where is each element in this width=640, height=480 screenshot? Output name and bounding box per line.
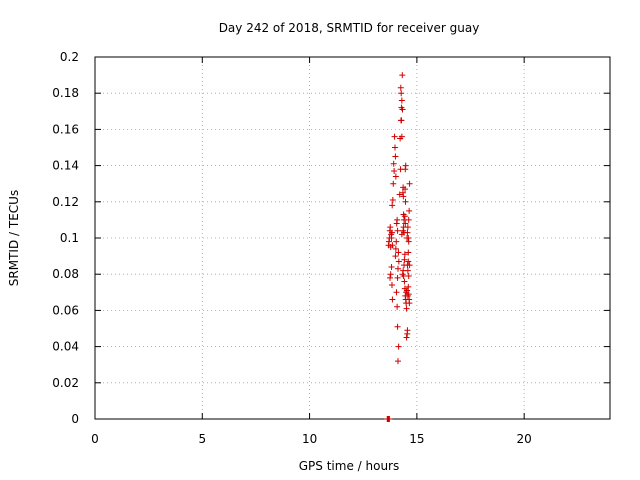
data-point (405, 238, 412, 245)
data-point (399, 72, 406, 79)
data-point (398, 117, 405, 124)
y-tick-label: 0.2 (60, 50, 79, 64)
data-point (391, 133, 398, 140)
data-point (405, 249, 412, 256)
data-point (389, 202, 396, 209)
data-point (402, 186, 409, 193)
y-tick-label: 0.16 (52, 122, 79, 136)
data-point (393, 289, 400, 296)
data-point (404, 287, 411, 294)
y-tick-label: 0.18 (52, 86, 79, 100)
chart-title: Day 242 of 2018, SRMTID for receiver gua… (219, 21, 480, 35)
data-point (394, 303, 401, 310)
data-point (406, 180, 413, 187)
data-point (388, 235, 395, 241)
data-point (404, 292, 411, 299)
data-point (391, 144, 398, 151)
data-point (398, 90, 405, 97)
data-point (405, 258, 412, 265)
data-point (387, 224, 394, 231)
x-tick-label: 0 (91, 432, 99, 446)
data-point (398, 231, 405, 238)
data-point (388, 282, 395, 289)
data-point (401, 213, 408, 220)
data-point (403, 305, 410, 312)
data-point (404, 224, 411, 231)
y-tick-label: 0.12 (52, 195, 79, 209)
y-tick-label: 0.02 (52, 376, 79, 390)
x-axis-label: GPS time / hours (299, 459, 400, 473)
data-point (392, 173, 399, 180)
data-point (406, 262, 413, 269)
y-tick-label: 0.1 (60, 231, 79, 245)
data-point (402, 162, 409, 169)
data-point (392, 245, 399, 252)
data-point (403, 334, 410, 341)
data-point (405, 273, 412, 280)
data-point (395, 343, 402, 350)
data-point (387, 274, 394, 281)
data-point (387, 271, 394, 278)
data-point (405, 216, 412, 223)
data-point (389, 296, 396, 303)
data-point (389, 196, 396, 203)
data-point (398, 133, 405, 140)
data-point (394, 216, 401, 223)
data-point (392, 153, 399, 160)
data-point (402, 220, 409, 227)
data-point (388, 229, 395, 236)
data-point (404, 229, 411, 236)
data-point (394, 274, 401, 281)
data-point (392, 253, 399, 260)
data-point (395, 258, 402, 265)
data-point (404, 267, 411, 274)
data-point (401, 278, 408, 285)
data-point (396, 191, 403, 198)
data-point (390, 180, 397, 187)
data-point (393, 238, 400, 245)
data-point (405, 283, 412, 290)
data-point (390, 160, 397, 167)
data-point (404, 327, 411, 334)
y-tick-label: 0.04 (52, 340, 79, 354)
data-point (399, 106, 406, 113)
data-point (386, 416, 393, 422)
data-point (400, 273, 407, 280)
x-tick-label: 15 (409, 432, 424, 446)
data-point (391, 168, 398, 175)
data-points (384, 72, 413, 422)
grid (95, 57, 610, 419)
data-point (406, 207, 413, 214)
data-point (400, 193, 407, 200)
data-point (388, 263, 395, 270)
data-point (397, 84, 404, 91)
data-point (394, 227, 401, 234)
axes: 0 0.02 0.04 0.06 0.08 0.1 0.12 0.14 0.16 0.18 0.2 0… (52, 50, 611, 446)
data-point (394, 265, 401, 272)
data-point (394, 358, 401, 365)
data-point (406, 300, 413, 307)
y-axis-label: SRMTID / TECUs (7, 190, 21, 286)
data-point (401, 251, 408, 258)
plot-frame (94, 56, 611, 420)
data-point (401, 256, 408, 263)
data-point (398, 97, 405, 104)
y-tick-label: 0.08 (52, 267, 79, 281)
y-tick-label: 0.06 (52, 303, 79, 317)
data-point (389, 242, 396, 249)
data-point (395, 249, 402, 256)
y-tick-label: 0 (71, 412, 79, 426)
x-tick-label: 10 (302, 432, 317, 446)
data-point (394, 323, 401, 330)
y-tick-label: 0.14 (52, 159, 79, 173)
data-point (402, 198, 409, 205)
x-tick-label: 20 (517, 432, 532, 446)
x-tick-label: 5 (198, 432, 206, 446)
